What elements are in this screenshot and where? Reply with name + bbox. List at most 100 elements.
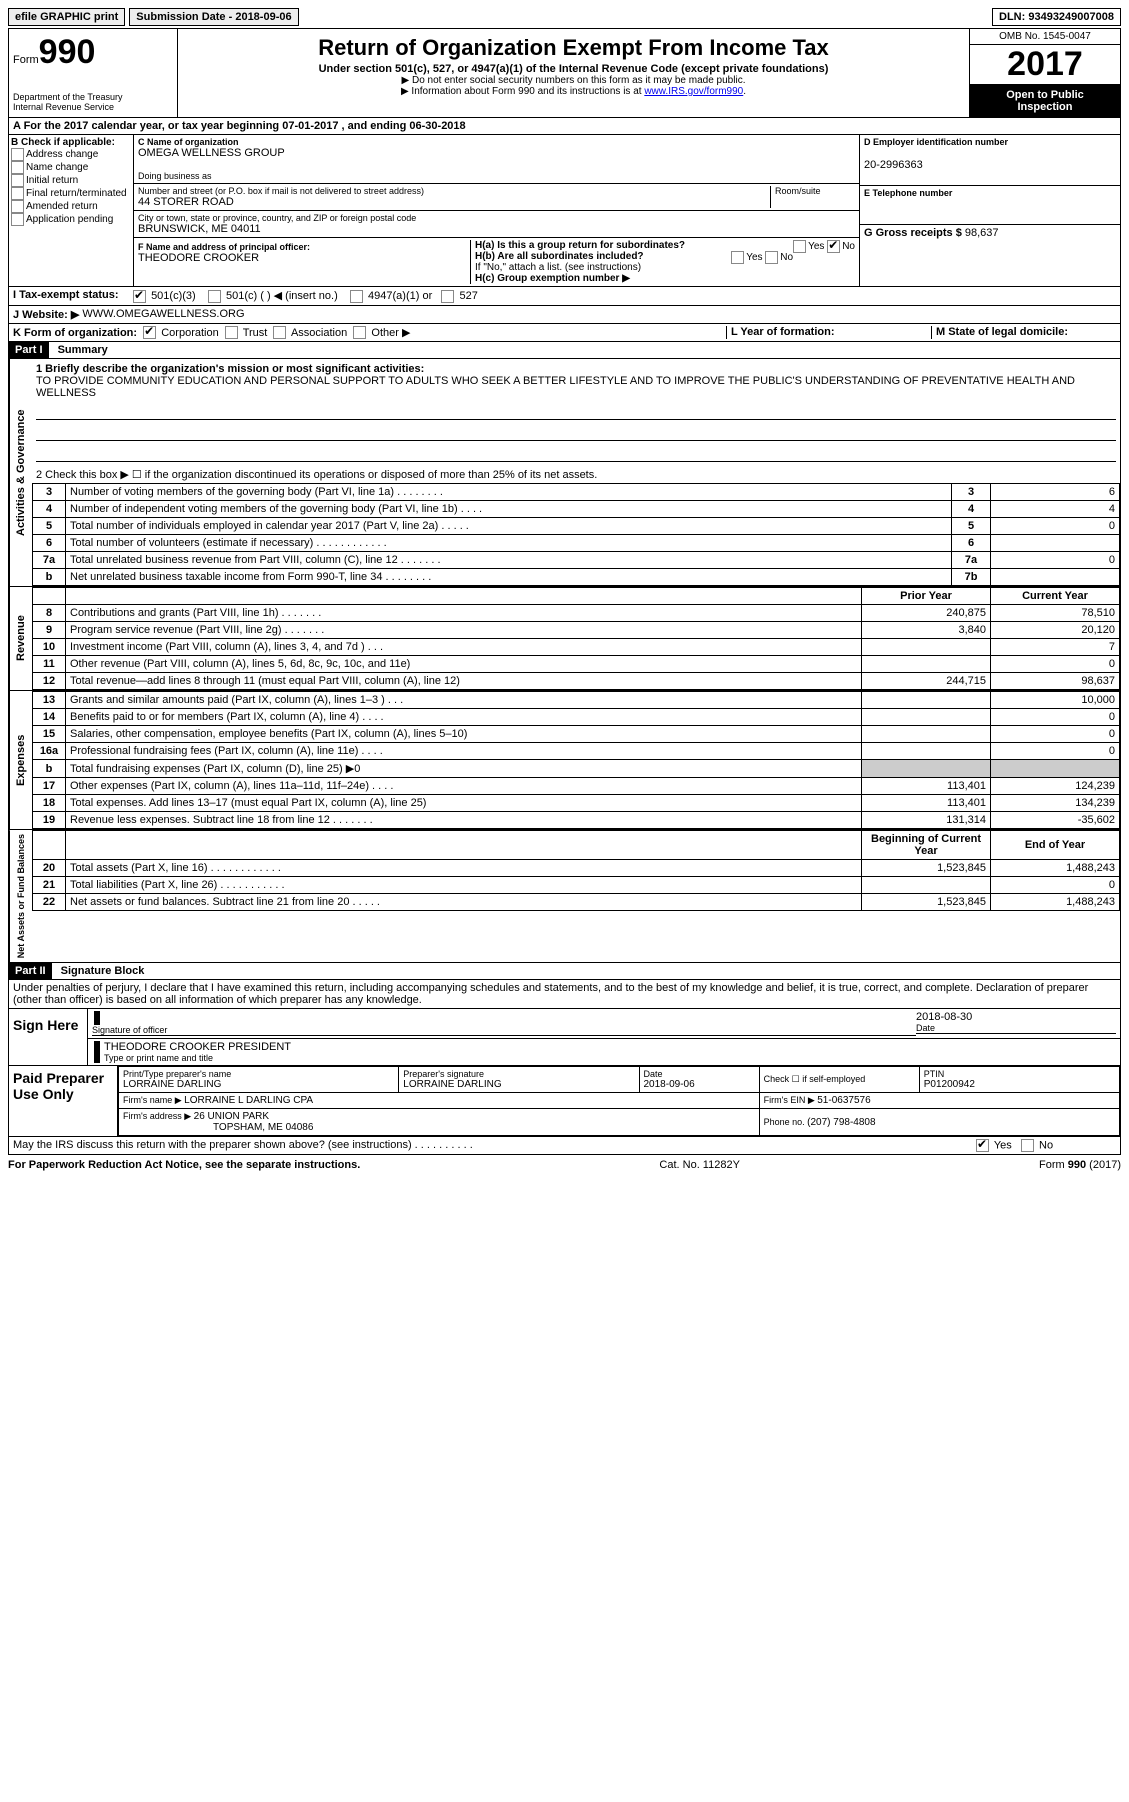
org-name: OMEGA WELLNESS GROUP: [138, 147, 855, 159]
row-label: Total number of volunteers (estimate if …: [66, 535, 952, 552]
part1-netassets: Net Assets or Fund Balances Beginning of…: [8, 830, 1121, 963]
cb-address-change[interactable]: Address change: [11, 148, 131, 161]
row-val: 0: [991, 552, 1120, 569]
row-py: 3,840: [862, 622, 991, 639]
row-cy: 7: [991, 639, 1120, 656]
row-num: 7a: [33, 552, 66, 569]
prep-sig-label: Preparer's signature: [403, 1069, 634, 1079]
firm-name: LORRAINE L DARLING CPA: [184, 1095, 313, 1106]
row-a-tax-year: A For the 2017 calendar year, or tax yea…: [8, 118, 1121, 135]
row-cy: 78,510: [991, 605, 1120, 622]
row-label: Investment income (Part VIII, column (A)…: [66, 639, 862, 656]
efile-button[interactable]: efile GRAPHIC print: [8, 8, 125, 26]
irs-link[interactable]: www.IRS.gov/form990: [644, 86, 743, 97]
row-box: 5: [952, 518, 991, 535]
l-label: L Year of formation:: [726, 326, 931, 340]
check-self-employed[interactable]: Check ☐ if self-employed: [764, 1074, 915, 1085]
cb-discuss-no[interactable]: [1021, 1139, 1034, 1152]
cb-final-return[interactable]: Final return/terminated: [11, 187, 131, 200]
row-label: Other expenses (Part IX, column (A), lin…: [66, 778, 862, 795]
row-a-pre: A For the 2017 calendar year, or tax yea…: [13, 120, 282, 132]
cb-assoc[interactable]: [273, 326, 286, 339]
preparer-table: Print/Type preparer's nameLORRAINE DARLI…: [118, 1066, 1120, 1136]
section-c: C Name of organization OMEGA WELLNESS GR…: [134, 135, 859, 286]
cb-initial-return[interactable]: Initial return: [11, 174, 131, 187]
table-row: 8Contributions and grants (Part VIII, li…: [33, 605, 1120, 622]
footer-right: Form 990 (2017): [1039, 1159, 1121, 1171]
ha-label: H(a) Is this a group return for subordin…: [475, 240, 685, 251]
hb-no[interactable]: No: [780, 252, 793, 263]
row-cy: 0: [991, 877, 1120, 894]
row-num: 13: [33, 692, 66, 709]
cb-other[interactable]: [353, 326, 366, 339]
c-name-label: C Name of organization: [138, 137, 855, 147]
lbl-name-change: Name change: [26, 162, 88, 173]
opt-501c3: 501(c)(3): [151, 290, 196, 302]
row-num: 16a: [33, 743, 66, 760]
row-box: 3: [952, 484, 991, 501]
officer-printed-label: Type or print name and title: [104, 1053, 1116, 1063]
part1-badge: Part I: [9, 342, 49, 358]
row-label: Number of independent voting members of …: [66, 501, 952, 518]
form-header: Form990 Department of the Treasury Inter…: [8, 28, 1121, 118]
cb-amended[interactable]: Amended return: [11, 200, 131, 213]
row-num: 11: [33, 656, 66, 673]
vtab-governance: Activities & Governance: [9, 359, 32, 586]
row-label: Total fundraising expenses (Part IX, col…: [66, 760, 862, 778]
row-label: Other revenue (Part VIII, column (A), li…: [66, 656, 862, 673]
lbl-final-return: Final return/terminated: [26, 188, 127, 199]
row-box: 6: [952, 535, 991, 552]
m-label: M State of legal domicile:: [931, 326, 1116, 340]
row-num: 8: [33, 605, 66, 622]
open-inspection: Open to Public Inspection: [970, 85, 1120, 117]
cb-app-pending[interactable]: Application pending: [11, 213, 131, 226]
top-bar: efile GRAPHIC print Submission Date - 20…: [8, 8, 1121, 26]
table-row: 11Other revenue (Part VIII, column (A), …: [33, 656, 1120, 673]
sign-here-label: Sign Here: [9, 1009, 88, 1065]
cb-527[interactable]: [441, 290, 454, 303]
row-cy: 1,488,243: [991, 894, 1120, 911]
table-row: 21Total liabilities (Part X, line 26) . …: [33, 877, 1120, 894]
firm-ein-label: Firm's EIN ▶: [764, 1095, 818, 1105]
row-box: 7a: [952, 552, 991, 569]
row-label: Professional fundraising fees (Part IX, …: [66, 743, 862, 760]
omb-number: OMB No. 1545-0047: [970, 29, 1120, 45]
cb-501c[interactable]: [208, 290, 221, 303]
cb-name-change[interactable]: Name change: [11, 161, 131, 174]
row-py: 131,314: [862, 812, 991, 829]
governance-table: 3Number of voting members of the governi…: [32, 483, 1120, 586]
row-num: 9: [33, 622, 66, 639]
table-row: 14Benefits paid to or for members (Part …: [33, 709, 1120, 726]
row-num: 21: [33, 877, 66, 894]
row-val: [991, 535, 1120, 552]
officer-printed: THEODORE CROOKER PRESIDENT: [104, 1041, 1116, 1053]
row-py: [862, 656, 991, 673]
street-label: Number and street (or P.O. box if mail i…: [138, 186, 770, 196]
row-label: Benefits paid to or for members (Part IX…: [66, 709, 862, 726]
row-i: I Tax-exempt status: 501(c)(3) 501(c) ( …: [8, 287, 1121, 306]
table-row: 3Number of voting members of the governi…: [33, 484, 1120, 501]
opt-trust: Trust: [243, 327, 268, 339]
paid-preparer-label: Paid Preparer Use Only: [9, 1066, 118, 1136]
cb-501c3[interactable]: [133, 290, 146, 303]
row-label: Net unrelated business taxable income fr…: [66, 569, 952, 586]
table-row: 17Other expenses (Part IX, column (A), l…: [33, 778, 1120, 795]
prep-row-2: Firm's name ▶ LORRAINE L DARLING CPA Fir…: [119, 1093, 1120, 1109]
opt-501c: 501(c) ( ) ◀ (insert no.): [226, 290, 338, 302]
cb-corp[interactable]: [143, 326, 156, 339]
discuss-yes: Yes: [994, 1140, 1012, 1152]
ha-yes[interactable]: Yes: [808, 241, 824, 252]
prep-name: LORRAINE DARLING: [123, 1079, 394, 1090]
identity-block: B Check if applicable: Address change Na…: [8, 135, 1121, 287]
row-label: Net assets or fund balances. Subtract li…: [66, 894, 862, 911]
hb-yes[interactable]: Yes: [746, 252, 762, 263]
ha-no[interactable]: No: [842, 241, 855, 252]
website-value: WWW.OMEGAWELLNESS.ORG: [82, 308, 244, 321]
cb-trust[interactable]: [225, 326, 238, 339]
cb-discuss-yes[interactable]: [976, 1139, 989, 1152]
table-header: Prior YearCurrent Year: [33, 588, 1120, 605]
row-label: Salaries, other compensation, employee b…: [66, 726, 862, 743]
firm-ein: 51-0637576: [817, 1095, 870, 1106]
irs-discuss-text: May the IRS discuss this return with the…: [13, 1139, 976, 1152]
cb-4947[interactable]: [350, 290, 363, 303]
